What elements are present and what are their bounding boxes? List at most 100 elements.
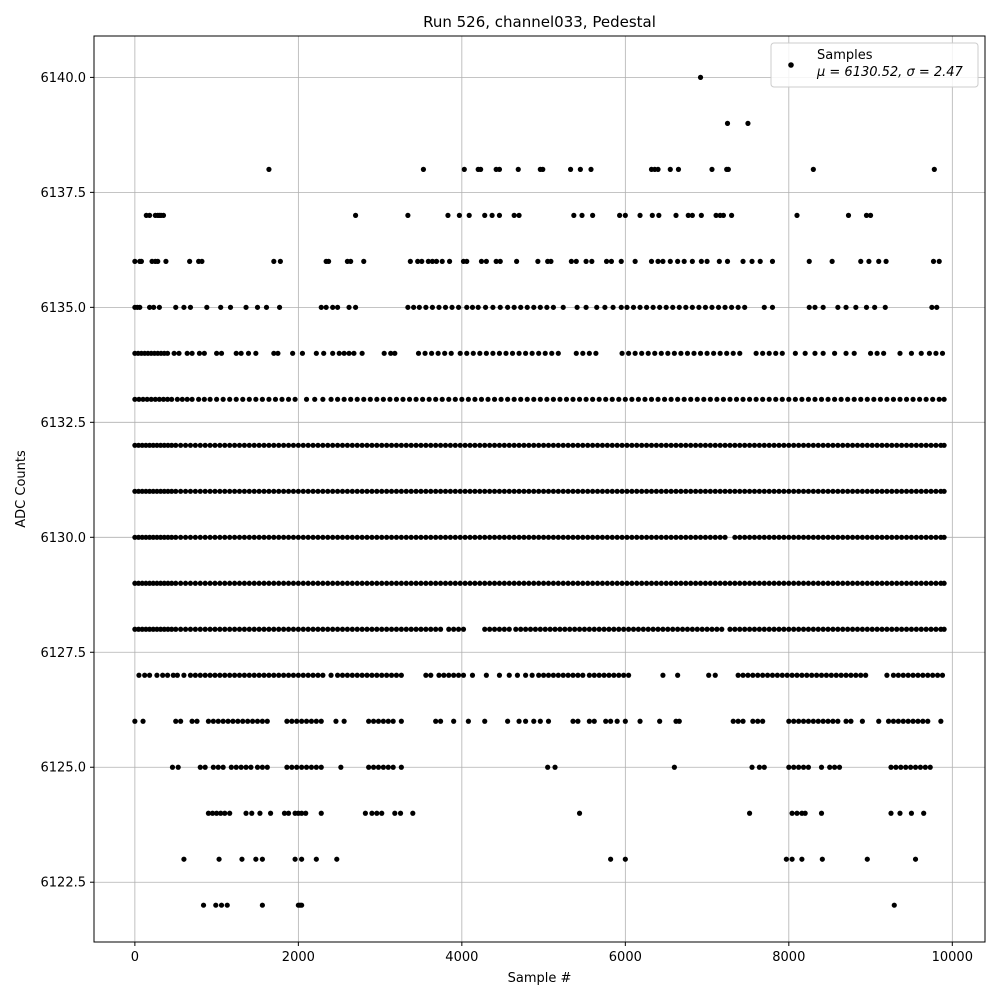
sample-point [182,626,189,632]
sample-point [830,580,836,586]
sample-point [271,672,277,678]
sample-point [673,442,679,448]
sample-point [256,488,262,494]
sample-points [132,74,947,908]
sample-point [526,488,532,494]
sample-point [555,350,561,356]
sample-point [933,350,939,356]
sample-point [146,626,153,632]
sample-point [526,534,532,540]
sample-point [281,626,287,632]
sample-point [867,350,874,356]
sample-point [178,718,184,724]
sample-point [379,488,385,494]
sample-point [182,488,189,494]
sample-point [550,304,557,310]
sample-point [295,488,301,494]
legend: Samples μ = 6130.52, σ = 2.47 [770,42,979,88]
sample-point [618,304,624,310]
sample-point [305,534,311,540]
sample-point [423,672,429,678]
sample-point [236,488,243,494]
sample-point [874,442,880,448]
sample-point [622,718,628,724]
sample-point [548,258,554,264]
y-axis-label: ADC Counts [14,450,29,528]
sample-point [859,718,865,724]
sample-point [158,442,164,448]
sample-point [445,212,451,218]
sample-point [658,442,664,448]
sample-point [583,396,589,402]
sample-point [472,442,478,448]
sample-point [634,488,640,494]
sample-point [359,626,365,632]
sample-point [135,626,142,632]
sample-point [256,672,262,678]
sample-point [408,534,414,540]
sample-point [604,488,610,494]
sample-point [132,534,138,540]
sample-point [413,626,419,632]
sample-point [550,672,557,678]
sample-point [232,534,238,540]
sample-point [630,304,637,310]
sample-point [828,672,834,678]
sample-point [423,488,429,494]
sample-point [212,442,218,448]
sample-point [428,534,434,540]
sample-point [678,580,684,586]
sample-point [137,304,143,310]
sample-point [524,304,530,310]
sample-point [197,442,203,448]
sample-point [456,212,462,218]
sample-point [359,534,365,540]
sample-point [217,488,223,494]
sample-point [899,488,905,494]
sample-point [761,534,767,540]
sample-point [437,626,444,632]
sample-point [236,580,243,586]
sample-point [403,442,409,448]
sample-point [545,534,552,540]
sample-point [863,212,870,218]
sample-point [518,626,524,632]
sample-point [207,672,213,678]
sample-point [197,626,203,632]
sample-point [933,488,939,494]
sample-point [609,396,615,402]
sample-point [869,626,875,632]
x-tick-label: 10000 [932,950,973,965]
sample-point [609,534,615,540]
sample-point [248,764,254,770]
sample-point [161,626,167,632]
sample-point [487,488,493,494]
sample-point [315,626,321,632]
sample-point [300,488,306,494]
sample-point [472,580,478,586]
sample-point [189,350,195,356]
sample-point [867,212,874,218]
sample-point [442,534,449,540]
sample-point [925,718,931,724]
sample-point [369,442,375,448]
sample-point [831,350,838,356]
sample-point [635,396,642,402]
sample-point [158,534,164,540]
sample-point [323,304,329,310]
sample-point [908,810,915,816]
sample-point [830,442,836,448]
sample-point [299,856,305,862]
sample-point [596,672,602,678]
sample-point [225,718,231,724]
sample-point [276,304,283,310]
sample-point [903,534,910,540]
sample-point [482,442,488,448]
sample-point [570,396,576,402]
sample-point [202,672,208,678]
sample-point [540,534,547,540]
sample-point [746,488,753,494]
sample-point [858,258,864,264]
sample-point [689,304,695,310]
sample-point [405,212,411,218]
